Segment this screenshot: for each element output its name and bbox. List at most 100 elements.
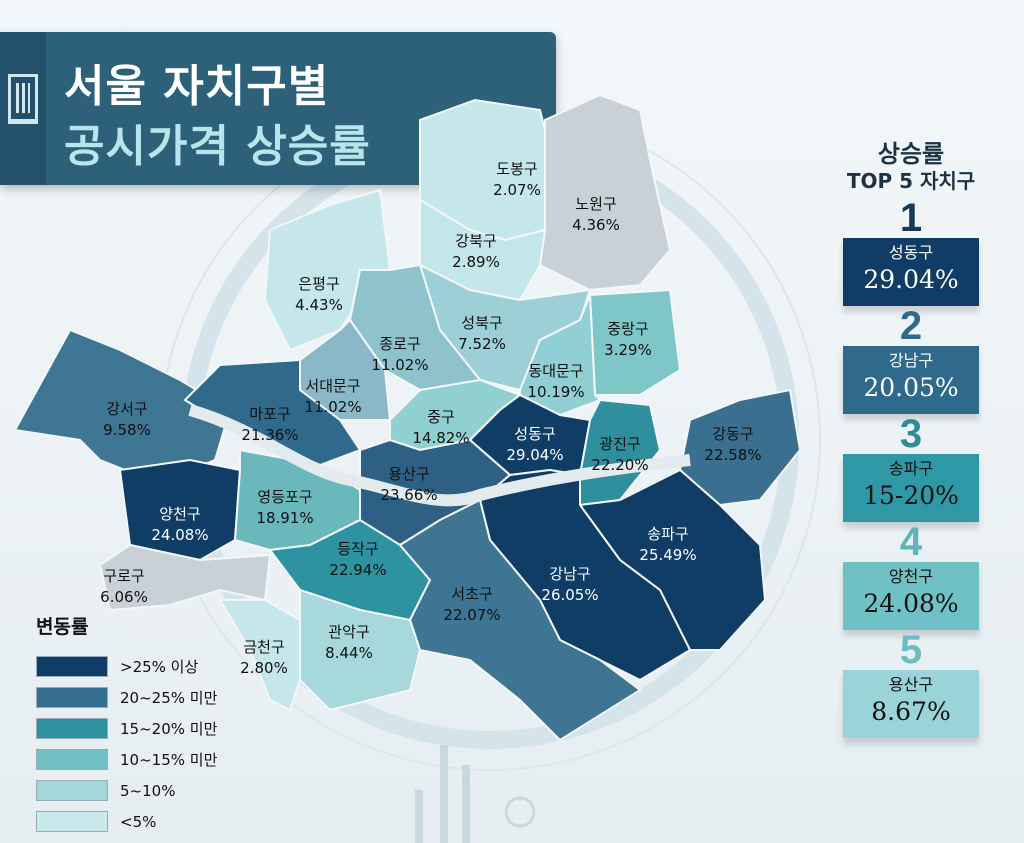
rank-district: 송파구: [888, 459, 934, 478]
legend-swatch: [36, 811, 108, 832]
district-value: 4.43%: [295, 296, 343, 314]
legend-swatch: [36, 687, 108, 708]
district-label: 동대문구 10.19%: [527, 361, 584, 403]
district-value: 6.06%: [100, 588, 148, 606]
rank-number: 2: [899, 304, 923, 348]
top5-panel: 상승률 TOP 5 자치구 1 성동구 29.04% 2 강남구 20.05% 3 …: [836, 140, 986, 738]
district-name: 강동구: [712, 425, 754, 443]
district-value: 29.04%: [506, 446, 564, 464]
district-label: 광진구 22.20%: [591, 434, 648, 476]
legend-item: 20~25% 미만: [36, 682, 217, 713]
district-label: 강서구 9.58%: [103, 399, 151, 441]
district-value: 21.36%: [241, 426, 299, 444]
title-line-1: 서울 자치구별: [64, 61, 330, 112]
legend-swatch: [36, 749, 108, 770]
top5-item: 4 양천구 24.08%: [836, 522, 986, 630]
district-label: 서초구 22.07%: [443, 584, 500, 626]
district-value: 2.80%: [240, 659, 288, 677]
district-value: 2.89%: [452, 253, 500, 271]
district-name: 중랑구: [607, 320, 649, 338]
district-value: 26.05%: [541, 586, 599, 604]
district-노원구[interactable]: [538, 93, 672, 292]
legend: 변동률 >25% 이상 20~25% 미만 15~20% 미만 10~15% 미만 5~…: [36, 612, 217, 837]
district-value: 8.44%: [325, 644, 373, 662]
district-name: 양천구: [159, 505, 201, 523]
district-name: 광진구: [599, 435, 641, 453]
district-label: 영등포구 18.91%: [256, 487, 313, 529]
district-name: 서초구: [451, 585, 493, 603]
district-name: 등작구: [337, 540, 379, 558]
district-value: 7.52%: [458, 335, 506, 353]
district-name: 성동구: [514, 425, 556, 443]
district-name: 영등포구: [257, 488, 313, 506]
district-label: 도봉구 2.07%: [493, 159, 541, 201]
top5-item: 2 강남구 20.05%: [836, 306, 986, 414]
district-서초구[interactable]: [398, 498, 642, 742]
legend-item: <5%: [36, 806, 217, 837]
district-label: 관악구 8.44%: [325, 622, 373, 664]
legend-label: 15~20% 미만: [120, 720, 218, 738]
district-value: 24.08%: [151, 526, 209, 544]
district-name: 강서구: [106, 400, 148, 418]
top5-item: 5 용산구 8.67%: [836, 630, 986, 738]
district-label: 종로구 11.02%: [371, 334, 428, 376]
legend-title: 변동률: [36, 616, 89, 638]
rank-district: 용산구: [888, 675, 934, 694]
rank-value: 8.67%: [871, 697, 951, 726]
building-icon: [8, 74, 38, 124]
district-label: 강남구 26.05%: [541, 564, 598, 606]
legend-item: 10~15% 미만: [36, 744, 217, 775]
district-label: 중구 14.82%: [412, 407, 469, 449]
district-name: 서대문구: [305, 377, 361, 395]
rank-number: 3: [899, 412, 923, 456]
legend-label: 20~25% 미만: [120, 689, 218, 707]
district-label: 마포구 21.36%: [241, 404, 298, 446]
rank-box: 강남구 20.05%: [843, 346, 979, 414]
legend-label: <5%: [120, 812, 157, 831]
rank-box: 송파구 15-20%: [843, 454, 979, 522]
title-banner: 서울 자치구별 공시가격 상승률: [0, 32, 556, 185]
district-관악구[interactable]: [299, 588, 422, 712]
district-value: 2.07%: [493, 181, 541, 199]
district-label: 노원구 4.36%: [572, 194, 620, 236]
district-label: 송파구 25.49%: [639, 524, 696, 566]
district-name: 용산구: [388, 465, 430, 483]
district-value: 3.29%: [604, 341, 652, 359]
district-value: 18.91%: [256, 509, 314, 527]
district-name: 도봉구: [496, 160, 538, 178]
district-value: 10.19%: [527, 383, 585, 401]
top5-subtitle: TOP 5 자치구: [846, 169, 976, 193]
rank-value: 15-20%: [863, 481, 959, 510]
district-value: 11.02%: [371, 356, 429, 374]
rank-district: 강남구: [888, 351, 934, 370]
district-value: 22.58%: [704, 446, 762, 464]
district-name: 송파구: [647, 525, 689, 543]
district-금천구[interactable]: [218, 599, 301, 712]
rank-number: 5: [899, 628, 923, 672]
legend-swatch: [36, 718, 108, 739]
han-river: [188, 404, 691, 507]
legend-label: 5~10%: [120, 781, 176, 800]
legend-item: >25% 이상: [36, 651, 217, 682]
rank-number: 4: [899, 520, 923, 564]
rank-box: 용산구 8.67%: [843, 670, 979, 738]
legend-label: >25% 이상: [120, 658, 199, 676]
district-value: 4.36%: [572, 216, 620, 234]
district-name: 마포구: [249, 405, 291, 423]
district-label: 은평구 4.43%: [295, 274, 343, 316]
district-label: 양천구 24.08%: [151, 504, 208, 546]
rank-value: 24.08%: [863, 589, 959, 618]
legend-item: 5~10%: [36, 775, 217, 806]
district-label: 등작구 22.94%: [329, 539, 386, 581]
top5-item: 3 송파구 15-20%: [836, 414, 986, 522]
rank-value: 29.04%: [863, 265, 959, 294]
rank-district: 성동구: [888, 243, 934, 262]
district-label: 강동구 22.58%: [704, 424, 761, 466]
district-value: 22.20%: [591, 456, 649, 474]
district-name: 중구: [427, 408, 455, 426]
legend-swatch: [36, 656, 108, 677]
district-name: 종로구: [379, 335, 421, 353]
rank-value: 20.05%: [863, 373, 959, 402]
district-value: 22.07%: [443, 606, 501, 624]
